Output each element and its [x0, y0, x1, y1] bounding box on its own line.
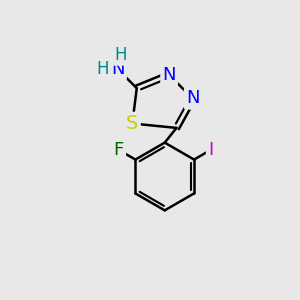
Text: N: N: [111, 60, 125, 78]
Text: S: S: [126, 114, 139, 133]
Text: F: F: [114, 141, 124, 159]
Text: H: H: [97, 60, 109, 78]
Text: N: N: [186, 89, 200, 107]
Text: I: I: [208, 141, 213, 159]
Text: N: N: [162, 66, 176, 84]
Text: H: H: [114, 46, 127, 64]
